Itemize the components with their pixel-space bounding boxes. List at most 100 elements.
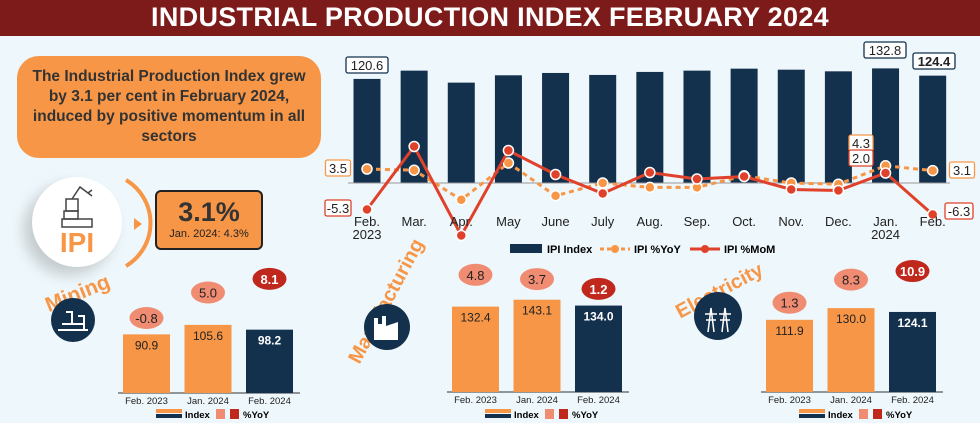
legend-swatch-index-navy (156, 414, 182, 418)
x-tick-label: July (591, 214, 615, 229)
mom-point (596, 187, 609, 200)
sector-x-label: Feb. 2024 (248, 396, 291, 407)
sector-x-label: Jan. 2024 (187, 396, 229, 407)
ipi-value-box: 3.1% Jan. 2024: 4.3% (155, 190, 263, 250)
legend-swatch-yoy-dark (559, 409, 568, 419)
ipi-index-bar (683, 70, 711, 183)
data-label-box (848, 149, 874, 167)
data-label-box (345, 56, 389, 74)
mom-point (644, 166, 656, 179)
ipi-previous: Jan. 2024: 4.3% (169, 228, 249, 240)
sector-yoy-label: 8.3 (842, 273, 860, 288)
legend-swatch-index (510, 244, 542, 253)
ipi-label: IPI (59, 227, 95, 258)
sector-yoy-label: 5.0 (199, 286, 217, 301)
sector-index-bar (827, 308, 875, 392)
ipi-value: 3.1% (178, 197, 240, 227)
yoy-point (926, 164, 939, 177)
data-label: 120.6 (351, 58, 384, 73)
sector-yoy-label: 10.9 (900, 264, 925, 279)
sector-index-label: 111.9 (775, 324, 804, 338)
sector-index-label: 124.1 (897, 316, 927, 330)
data-label-box (324, 199, 352, 217)
data-label-box (912, 52, 956, 70)
data-label: -6.3 (948, 204, 970, 219)
mom-point (832, 184, 845, 197)
x-tick-label: Feb. (354, 214, 380, 229)
data-label-box (324, 159, 352, 177)
sector-yoy-bubble (520, 268, 554, 291)
legend-label: IPI %MoM (724, 244, 775, 256)
x-tick-label: Dec. (825, 214, 852, 229)
mom-point (691, 173, 703, 185)
mom-point (926, 208, 939, 221)
x-tick-label: Feb. (920, 214, 946, 229)
legend-swatch-index-orange (485, 409, 511, 413)
sector-yoy-label: 8.1 (260, 272, 278, 287)
sector-yoy-label: 1.2 (589, 282, 607, 297)
sector-index-bar (889, 311, 936, 392)
legend-label: Index (514, 410, 540, 421)
legend-swatch-index-navy (485, 414, 511, 418)
sector-yoy-bubble (129, 307, 164, 330)
sector-yoy-bubble (191, 281, 225, 304)
yoy-point (644, 181, 656, 194)
x-tick-label: Apr. (450, 214, 473, 229)
x-tick-label: Oct. (732, 214, 756, 229)
sector-yoy-bubble (834, 268, 868, 291)
legend-swatch-yoy-dark (230, 409, 239, 419)
legend-label: %YoY (243, 410, 270, 421)
sector-index-label: 98.2 (258, 334, 282, 348)
ipi-index-bar (636, 71, 664, 183)
mom-point (549, 168, 562, 181)
sector-yoy-bubble (458, 263, 493, 286)
sector-yoy-bubble (581, 277, 616, 300)
mom-point (738, 170, 750, 183)
legend-swatch-yoy-dark (873, 409, 882, 419)
sector-x-label: Feb. 2024 (577, 395, 620, 406)
data-label: 2.0 (852, 151, 870, 166)
sector-index-label: 105.6 (193, 329, 223, 343)
sector-index-bar (452, 306, 499, 392)
mom-point (361, 203, 373, 216)
ipi-badge: IPI (32, 177, 122, 267)
x-tick-label: Aug. (636, 214, 663, 229)
x-tick-label: Sep. (684, 214, 711, 229)
robot-arm-icon (61, 185, 93, 228)
data-label: -5.3 (327, 201, 349, 216)
sector-index-bar (766, 319, 813, 392)
legend-label: Index (828, 410, 854, 421)
ipi-index-bar (589, 74, 617, 183)
data-label-box (944, 202, 974, 220)
sector-yoy-bubble (252, 267, 287, 290)
data-label: 124.4 (918, 54, 951, 69)
legend-swatch-index-orange (799, 409, 825, 413)
legend-swatch-yoy-light (859, 409, 868, 419)
sector-yoy-label: 4.8 (466, 268, 484, 283)
sector-yoy-bubble (895, 260, 930, 283)
sector-yoy-label: 3.7 (528, 272, 546, 287)
yoy-point (361, 163, 373, 175)
yoy-point (408, 164, 420, 176)
mom-point (502, 144, 515, 157)
sector-x-label: Jan. 2024 (830, 395, 872, 406)
ipi-index-bar (824, 71, 852, 183)
legend-marker-mom (701, 245, 709, 253)
legend-label: IPI %YoY (634, 244, 682, 256)
x-tick-label-year: 2024 (871, 227, 900, 242)
yoy-point (502, 157, 515, 169)
x-tick-label: Nov. (778, 214, 804, 229)
ipi-index-bar (730, 68, 758, 183)
legend-label: %YoY (886, 410, 913, 421)
sector-index-bar (513, 299, 561, 392)
sector-index-label: 134.0 (583, 310, 613, 324)
sector-x-label: Feb. 2023 (125, 396, 168, 407)
sector-index-bar (123, 334, 170, 393)
sector-x-label: Feb. 2024 (891, 395, 934, 406)
sector-yoy-label: -0.8 (135, 311, 157, 326)
legend-label: Index (185, 410, 211, 421)
legend-swatch-index-orange (156, 409, 182, 413)
mom-point (879, 167, 892, 179)
ipi-index-bar (777, 69, 805, 183)
ipi-index-bar (542, 72, 570, 183)
